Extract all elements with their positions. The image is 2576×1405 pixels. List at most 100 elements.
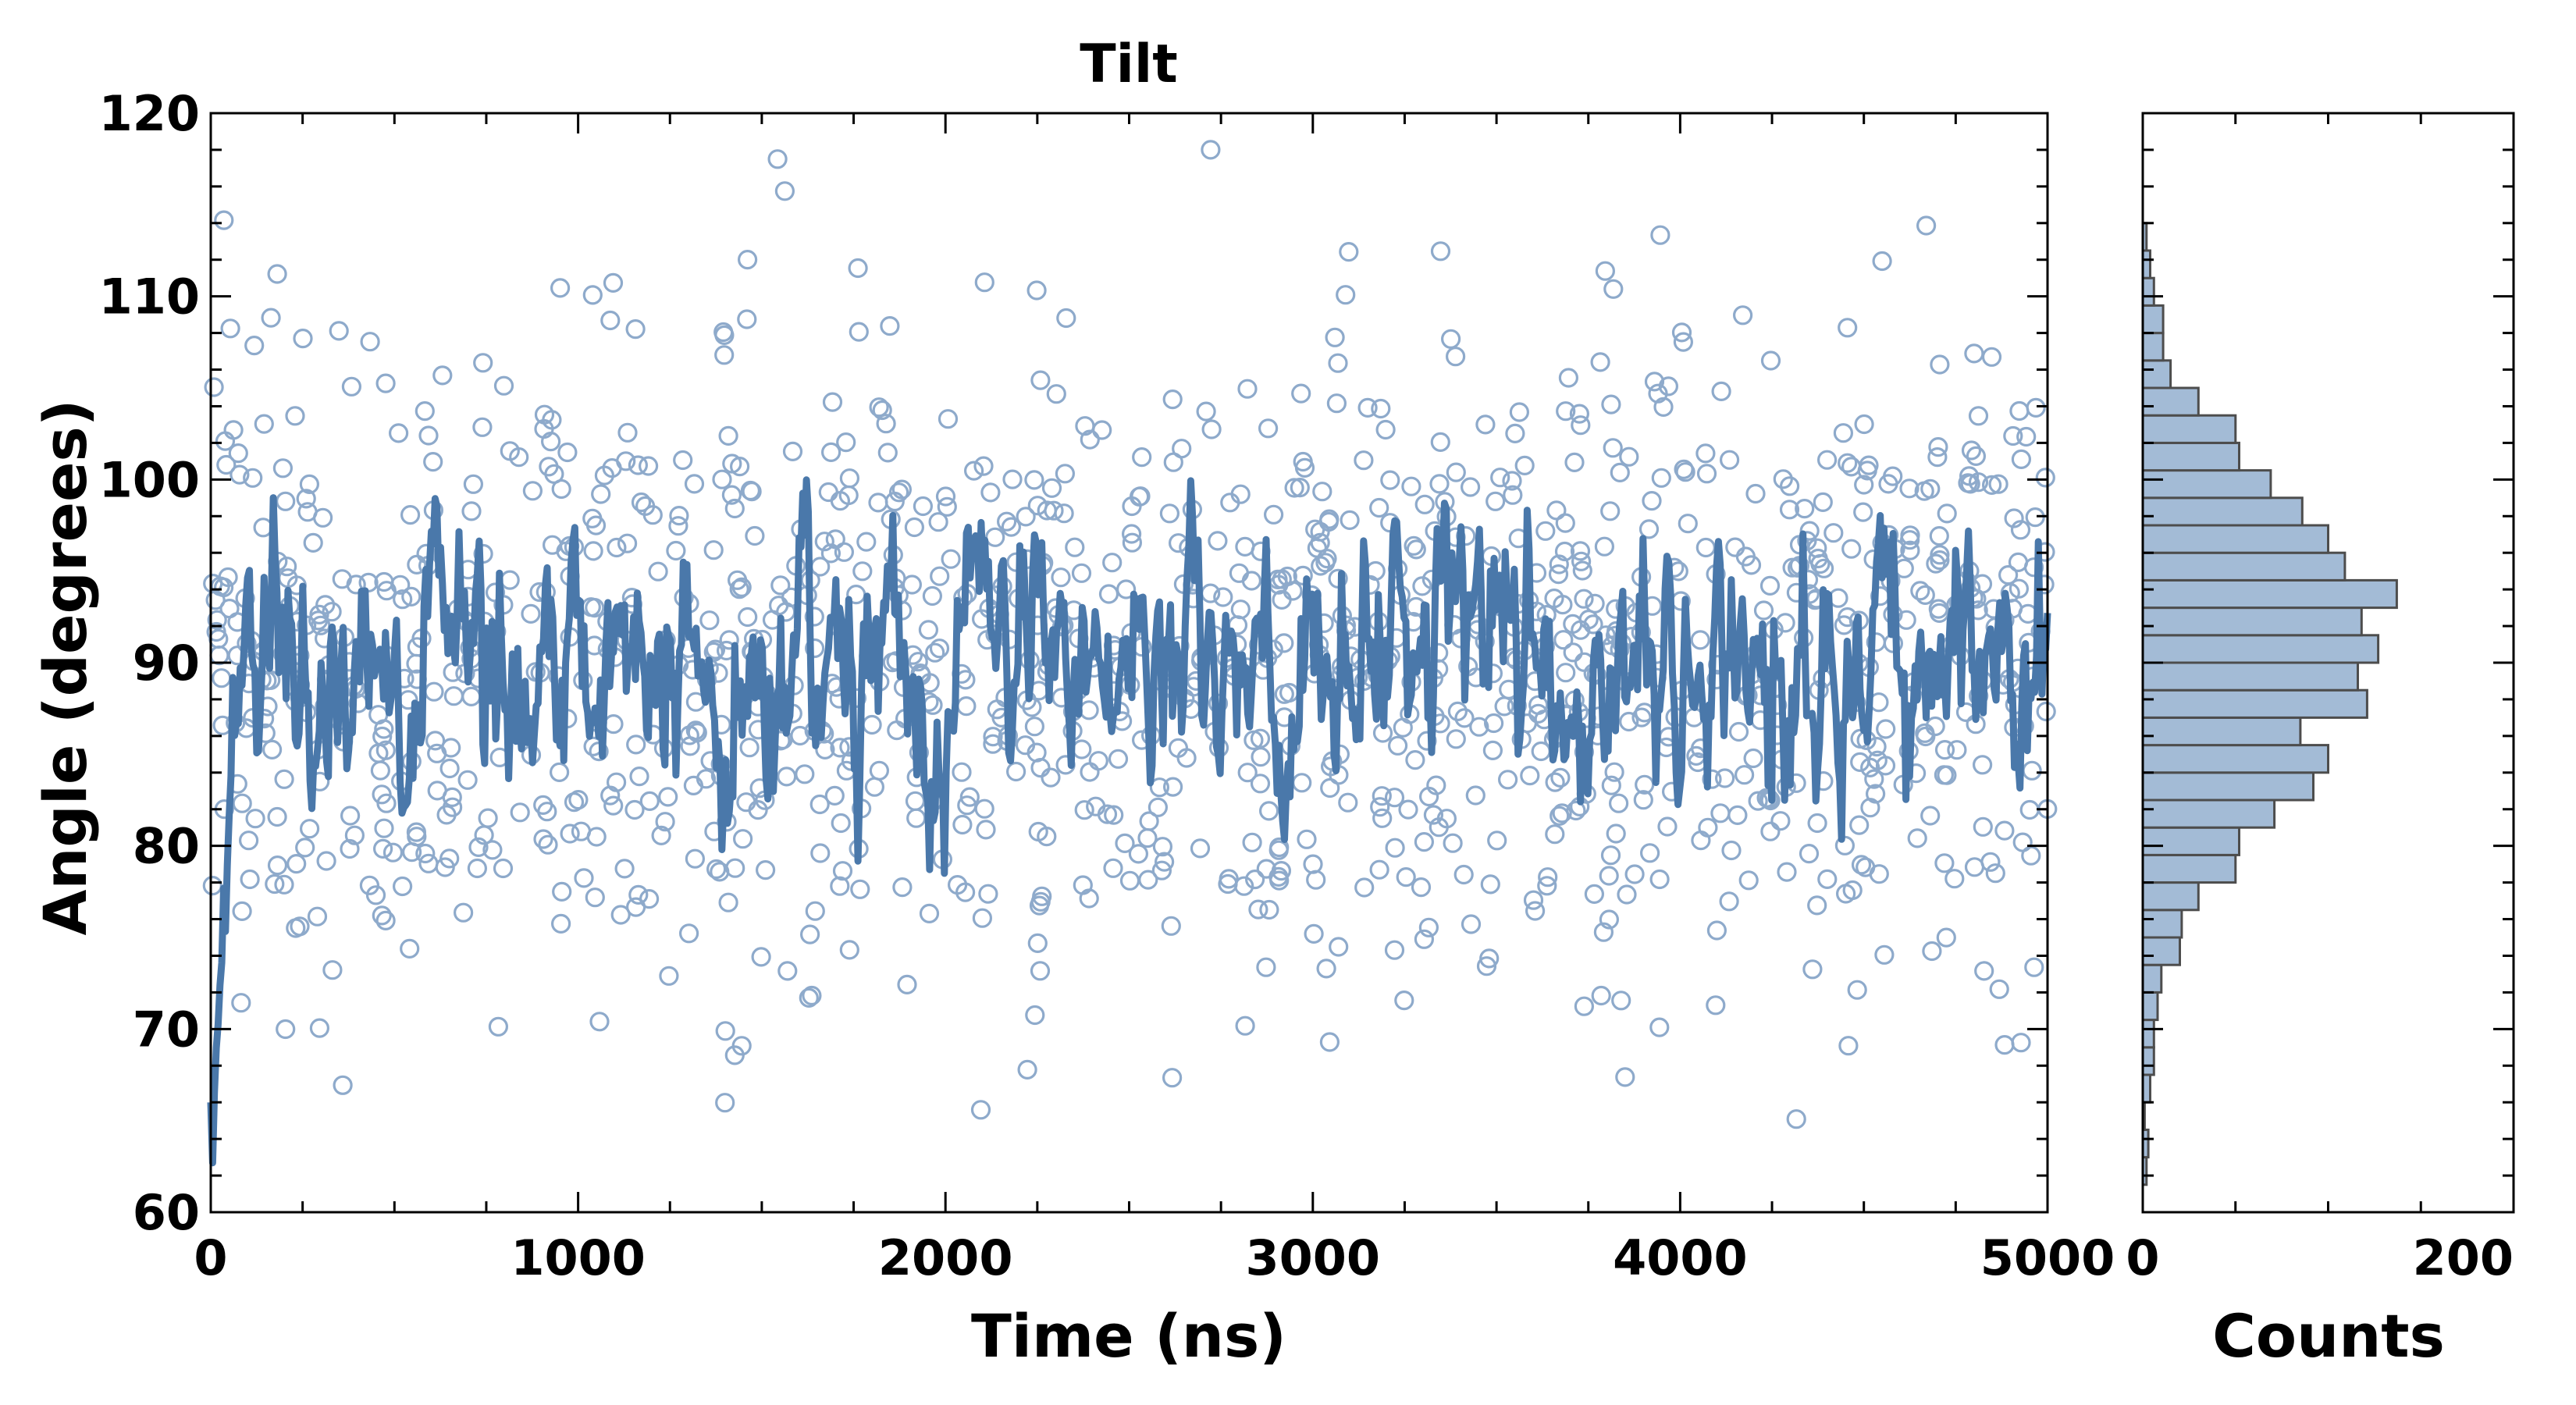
scatter-point	[285, 406, 305, 426]
scatter-point	[2010, 520, 2031, 540]
scatter-point	[1357, 397, 1378, 418]
scatter-point	[453, 902, 474, 923]
histogram-bar	[2141, 386, 2200, 417]
scatter-point	[401, 841, 422, 863]
scatter-point	[1728, 721, 1749, 742]
scatter-point	[1354, 450, 1374, 471]
scatter-point	[892, 877, 913, 898]
scatter-point	[299, 474, 319, 495]
main-plot: 0 1000 2000 3000 4000 5000 60 70 80 90 100 110 120 T…	[30, 34, 2115, 1371]
scatter-point	[375, 910, 396, 931]
scatter-point	[2036, 701, 2056, 722]
scatter-point	[1930, 550, 1950, 571]
scatter-point	[585, 597, 605, 618]
scatter-point	[600, 310, 621, 331]
scatter-point	[1502, 471, 1522, 491]
scatter-point	[1244, 730, 1264, 750]
scatter-point	[254, 414, 274, 434]
scatter-point	[638, 456, 659, 476]
y-tick-label: 60	[133, 1184, 200, 1241]
scatter-point	[415, 843, 436, 864]
scatter-point	[1525, 901, 1546, 921]
scatter-point	[856, 532, 877, 552]
scatter-point	[1872, 251, 1892, 272]
scatter-point	[1098, 584, 1119, 604]
scatter-point	[1230, 599, 1251, 620]
scatter-point	[375, 740, 396, 760]
scatter-point	[1600, 501, 1621, 521]
scatter-point	[1773, 469, 1793, 489]
scatter-point	[1317, 548, 1337, 569]
scatter-point	[815, 739, 835, 760]
scatter-point	[1411, 877, 1432, 898]
scatter-point	[1394, 990, 1414, 1011]
scatter-point	[862, 714, 882, 735]
scatter-point	[1168, 738, 1189, 758]
scatter-point	[685, 848, 706, 869]
scatter-point	[679, 725, 699, 745]
scatter-point	[1595, 261, 1615, 281]
y-tick-label: 100	[99, 451, 200, 508]
scatter-point	[432, 365, 453, 386]
scatter-point	[1973, 816, 1993, 837]
scatter-point	[1025, 1005, 1045, 1026]
scatter-point	[344, 825, 365, 845]
scatter-point	[710, 862, 730, 882]
scatter-point	[550, 913, 571, 934]
histogram-bar	[2141, 881, 2200, 912]
scatter-point	[651, 825, 671, 846]
scatter-point	[799, 924, 820, 944]
chart-title: Tilt	[1080, 34, 1178, 95]
scatter-point	[1779, 500, 1800, 520]
scatter-point	[1574, 589, 1594, 609]
scatter-point	[1591, 985, 1611, 1006]
scatter-point	[389, 423, 409, 443]
scatter-point	[1055, 464, 1076, 484]
scatter-point	[1414, 831, 1435, 852]
scatter-point	[232, 793, 252, 813]
scatter-point	[802, 985, 822, 1006]
scatter-point	[2022, 760, 2042, 781]
scatter-point	[639, 791, 660, 812]
scatter-point	[850, 879, 870, 899]
scatter-point	[1316, 959, 1336, 979]
scatter-point	[1738, 870, 1759, 891]
scatter-point	[1833, 423, 1853, 443]
scatter-point	[1719, 891, 1739, 912]
scatter-point	[1650, 225, 1670, 245]
scatter-point	[220, 318, 240, 339]
scatter-point	[1272, 589, 1292, 610]
scatter-point	[1572, 560, 1592, 581]
scatter-point	[836, 432, 856, 453]
scatter-point	[1122, 532, 1143, 553]
scatter-point	[372, 905, 392, 926]
scatter-point	[1336, 285, 1356, 305]
scatter-point	[552, 881, 572, 902]
scatter-point	[313, 507, 333, 528]
scatter-point	[372, 726, 393, 747]
scatter-point	[818, 482, 838, 503]
hist-x-tick-label: 200	[2413, 1229, 2514, 1286]
scatter-point	[1151, 860, 1172, 880]
scatter-point	[1505, 423, 1525, 444]
scatter-point	[1563, 642, 1583, 663]
scatter-point	[1937, 503, 1957, 524]
scatter-point	[699, 610, 720, 631]
scatter-point	[551, 478, 571, 500]
scatter-point	[216, 454, 237, 475]
histogram-bar	[2141, 688, 2368, 719]
scatter-point	[1092, 420, 1112, 440]
scatter-point	[1030, 757, 1051, 778]
scatter-point	[1876, 719, 1896, 739]
scatter-point	[1290, 477, 1310, 498]
scatter-point	[1649, 869, 1670, 890]
scatter-point	[804, 638, 825, 659]
scatter-point	[1115, 833, 1135, 854]
scatter-point	[1520, 765, 1540, 786]
scatter-point	[864, 777, 885, 797]
scatter-point	[1523, 890, 1544, 910]
scatter-point	[574, 868, 594, 888]
scatter-point	[1329, 937, 1349, 957]
histogram-bar	[2141, 276, 2155, 307]
scatter-point	[207, 610, 227, 630]
